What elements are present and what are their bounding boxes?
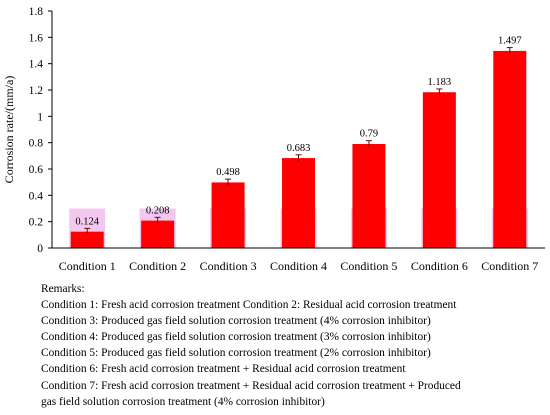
remark-line-3: Condition 4: Produced gas field solution… (41, 331, 431, 344)
category-label-7: Condition 7 (481, 259, 538, 273)
category-label-5: Condition 5 (340, 259, 397, 273)
labels: 0.124 Condition 1 0.208 Condition 2 0.498 Con… (2, 6, 538, 273)
bar-7 (493, 50, 527, 248)
bars (70, 47, 527, 248)
y-tick-label-7: 1.4 (29, 59, 44, 71)
y-tick-label-3: 0.6 (29, 164, 44, 176)
category-label-3: Condition 3 (200, 259, 257, 273)
bar-3 (211, 182, 245, 248)
category-label-2: Condition 2 (129, 259, 186, 273)
remark-line-6: Condition 7: Fresh acid corrosion treatm… (41, 379, 461, 392)
data-label-6: 1.183 (428, 77, 452, 88)
category-label-4: Condition 4 (270, 259, 327, 273)
bar-2 (141, 220, 175, 248)
y-tick-label-1: 0.2 (29, 217, 44, 229)
remark-line-7: gas field solution corrosion treatment (… (41, 395, 325, 408)
bar-4 (282, 158, 315, 248)
corrosion-rate-chart: 0.124 Condition 1 0.208 Condition 2 0.498 Con… (2, 6, 545, 273)
y-tick-label-9: 1.8 (29, 6, 44, 18)
data-label-5: 0.79 (360, 129, 378, 140)
category-label-1: Condition 1 (59, 259, 116, 273)
data-label-4: 0.683 (287, 143, 311, 154)
y-tick-label-4: 0.8 (29, 138, 44, 150)
remark-line-5: Condition 6: Fresh acid corrosion treatm… (41, 363, 406, 376)
bar-6 (422, 92, 456, 248)
y-axis-label: Corrosion rate/(mm/a) (2, 76, 16, 184)
category-label-6: Condition 6 (411, 259, 468, 273)
axes (48, 10, 545, 249)
data-label-7: 1.497 (498, 36, 522, 47)
y-tick-label-8: 1.6 (29, 32, 44, 44)
bar-1 (70, 231, 104, 248)
data-label-2: 0.208 (146, 205, 170, 216)
remark-line-1: Condition 1: Fresh acid corrosion treatm… (41, 299, 457, 312)
remarks-block: Remarks: Condition 1: Fresh acid corrosi… (41, 281, 546, 410)
data-label-3: 0.498 (216, 167, 240, 178)
y-tick-label-5: 1 (37, 111, 43, 123)
remark-line-2: Condition 3: Produced gas field solution… (41, 315, 431, 328)
y-tick-label-2: 0.4 (29, 190, 44, 202)
data-label-1: 0.124 (75, 216, 99, 227)
remarks-heading: Remarks: (41, 283, 85, 295)
y-tick-label-6: 1.2 (29, 85, 44, 97)
y-tick-label-0: 0 (37, 243, 43, 255)
remark-line-4: Condition 5: Produced gas field solution… (41, 347, 431, 360)
bar-5 (352, 143, 386, 248)
